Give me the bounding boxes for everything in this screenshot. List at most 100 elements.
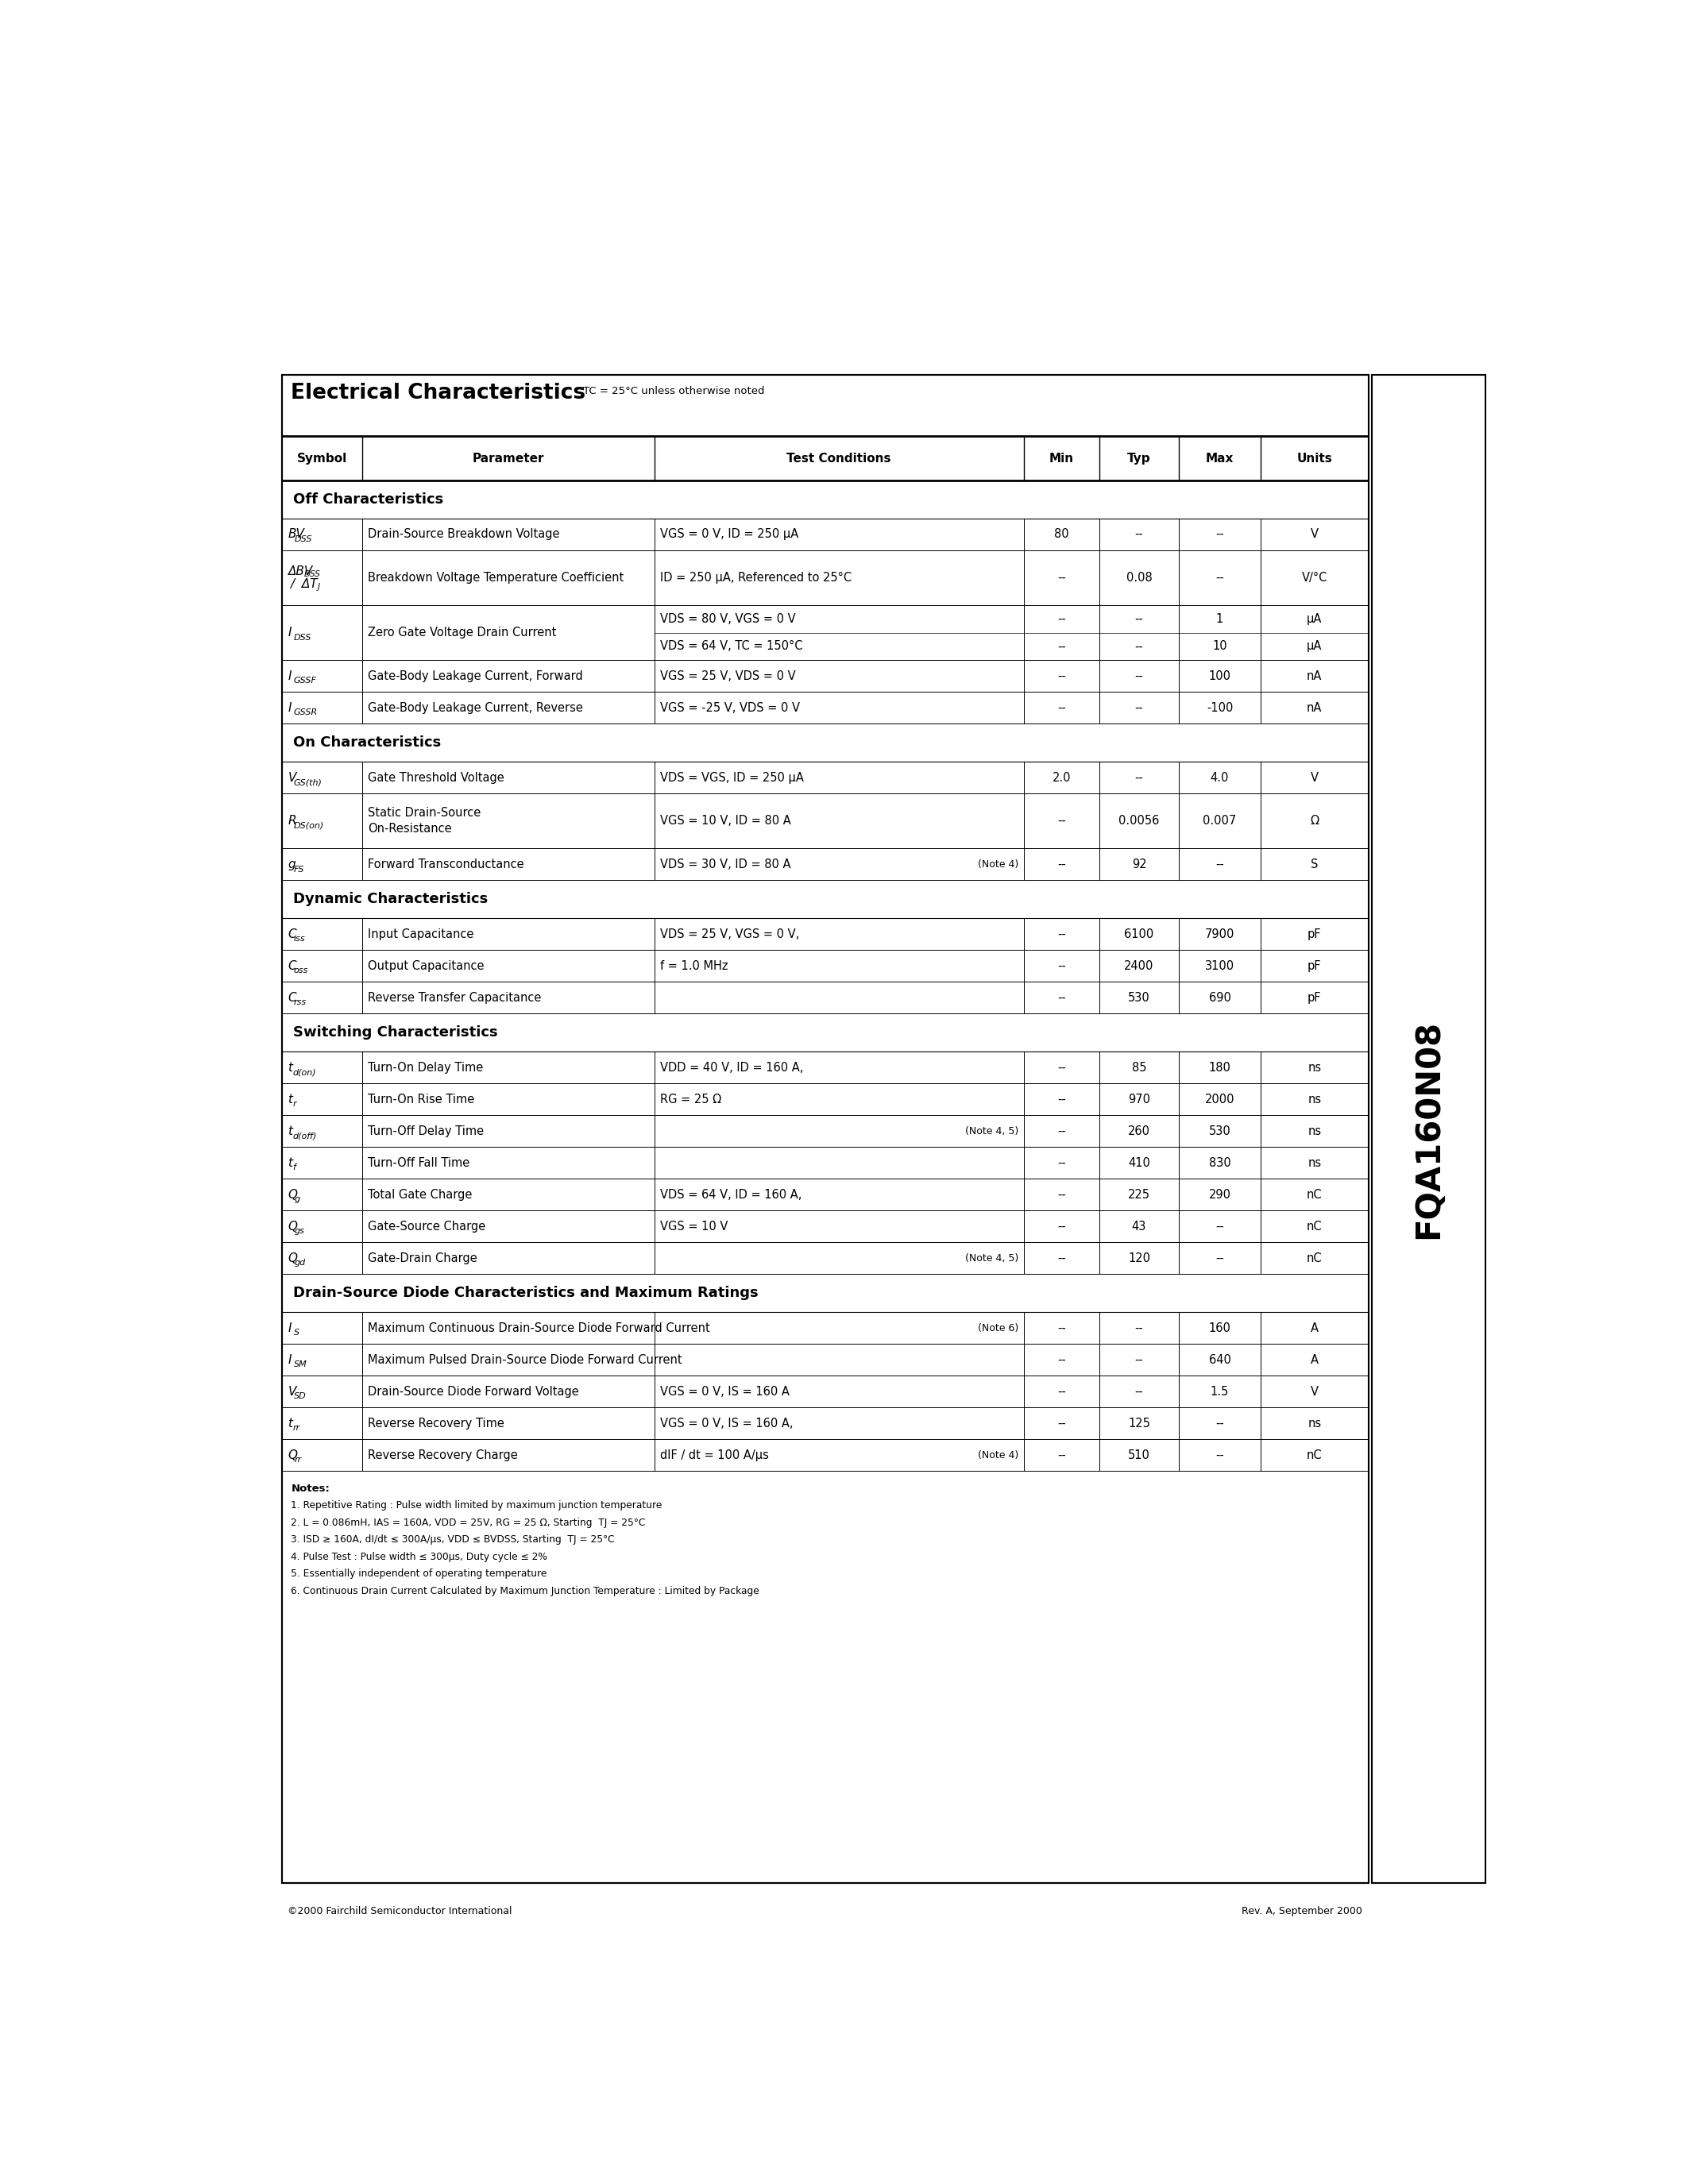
Text: I: I — [289, 670, 292, 681]
Text: TC = 25°C unless otherwise noted: TC = 25°C unless otherwise noted — [584, 387, 765, 397]
Text: nC: nC — [1307, 1450, 1322, 1461]
Text: Drain-Source Diode Characteristics and Maximum Ratings: Drain-Source Diode Characteristics and M… — [294, 1286, 758, 1299]
Text: RG = 25 Ω: RG = 25 Ω — [660, 1094, 722, 1105]
Text: Output Capacitance: Output Capacitance — [368, 961, 484, 972]
Text: --: -- — [1057, 1385, 1065, 1398]
Text: Breakdown Voltage Temperature Coefficient: Breakdown Voltage Temperature Coefficien… — [368, 572, 625, 583]
Text: f = 1.0 MHz: f = 1.0 MHz — [660, 961, 728, 972]
Text: μA: μA — [1307, 640, 1322, 653]
Text: pF: pF — [1308, 961, 1322, 972]
Text: 3. ISD ≥ 160A, dI/dt ≤ 300A/μs, VDD ≤ BVDSS, Starting  TJ = 25°C: 3. ISD ≥ 160A, dI/dt ≤ 300A/μs, VDD ≤ BV… — [290, 1535, 614, 1544]
Text: Turn-Off Delay Time: Turn-Off Delay Time — [368, 1125, 484, 1138]
Text: GSSF: GSSF — [294, 677, 316, 686]
Text: 530: 530 — [1128, 992, 1150, 1005]
Text: 2000: 2000 — [1205, 1094, 1234, 1105]
Text: 970: 970 — [1128, 1094, 1150, 1105]
Text: DSS: DSS — [294, 633, 311, 642]
Text: Rev. A, September 2000: Rev. A, September 2000 — [1242, 1907, 1362, 1915]
Text: GS(th): GS(th) — [294, 778, 322, 786]
Text: μA: μA — [1307, 614, 1322, 625]
Text: GSSR: GSSR — [294, 710, 317, 716]
Text: --: -- — [1057, 1417, 1065, 1428]
Text: /  ΔT: / ΔT — [290, 579, 317, 590]
Text: 0.0056: 0.0056 — [1119, 815, 1160, 828]
Text: Gate-Source Charge: Gate-Source Charge — [368, 1221, 486, 1232]
Text: --: -- — [1057, 1354, 1065, 1365]
Text: t: t — [289, 1417, 292, 1428]
Text: --: -- — [1057, 1321, 1065, 1334]
Text: gs: gs — [295, 1227, 306, 1236]
Text: iss: iss — [294, 935, 306, 943]
Text: Typ: Typ — [1128, 452, 1151, 465]
Text: 2. L = 0.086mH, IAS = 160A, VDD = 25V, RG = 25 Ω, Starting  TJ = 25°C: 2. L = 0.086mH, IAS = 160A, VDD = 25V, R… — [290, 1518, 645, 1529]
Text: 640: 640 — [1209, 1354, 1231, 1365]
Text: 85: 85 — [1131, 1061, 1146, 1072]
Text: Electrical Characteristics: Electrical Characteristics — [290, 382, 586, 404]
Text: I: I — [289, 1321, 292, 1334]
Text: ID = 250 μA, Referenced to 25°C: ID = 250 μA, Referenced to 25°C — [660, 572, 852, 583]
Text: --: -- — [1057, 1251, 1065, 1265]
Text: 0.007: 0.007 — [1204, 815, 1237, 828]
Text: --: -- — [1215, 1450, 1224, 1461]
Text: Turn-On Rise Time: Turn-On Rise Time — [368, 1094, 474, 1105]
Text: Forward Transconductance: Forward Transconductance — [368, 858, 525, 871]
Text: --: -- — [1134, 701, 1143, 714]
Text: A: A — [1310, 1321, 1318, 1334]
Text: VGS = 0 V, ID = 250 μA: VGS = 0 V, ID = 250 μA — [660, 529, 798, 539]
Text: VDD = 40 V, ID = 160 A,: VDD = 40 V, ID = 160 A, — [660, 1061, 803, 1072]
Text: Symbol: Symbol — [297, 452, 348, 465]
Text: --: -- — [1134, 529, 1143, 539]
Text: --: -- — [1057, 928, 1065, 939]
Text: pF: pF — [1308, 928, 1322, 939]
Text: 4. Pulse Test : Pulse width ≤ 300μs, Duty cycle ≤ 2%: 4. Pulse Test : Pulse width ≤ 300μs, Dut… — [290, 1553, 547, 1562]
Text: --: -- — [1057, 1125, 1065, 1138]
Text: VGS = 0 V, IS = 160 A,: VGS = 0 V, IS = 160 A, — [660, 1417, 793, 1428]
Text: Min: Min — [1050, 452, 1074, 465]
Text: oss: oss — [294, 968, 307, 974]
Text: V: V — [289, 1385, 295, 1398]
Text: --: -- — [1057, 992, 1065, 1005]
Text: On-Resistance: On-Resistance — [368, 823, 452, 834]
Text: On Characteristics: On Characteristics — [294, 736, 441, 749]
Text: r: r — [294, 1101, 297, 1107]
Text: Notes:: Notes: — [290, 1483, 329, 1494]
Text: --: -- — [1057, 1221, 1065, 1232]
Text: 410: 410 — [1128, 1158, 1150, 1168]
Text: VGS = 25 V, VDS = 0 V: VGS = 25 V, VDS = 0 V — [660, 670, 797, 681]
Text: 290: 290 — [1209, 1188, 1231, 1201]
Text: --: -- — [1215, 1417, 1224, 1428]
Text: nA: nA — [1307, 701, 1322, 714]
Text: 2.0: 2.0 — [1052, 771, 1070, 784]
Text: V: V — [289, 771, 295, 784]
Text: A: A — [1310, 1354, 1318, 1365]
Text: --: -- — [1134, 1385, 1143, 1398]
Text: --: -- — [1057, 572, 1065, 583]
Text: FQA160N08: FQA160N08 — [1411, 1020, 1445, 1238]
Text: 6. Continuous Drain Current Calculated by Maximum Junction Temperature : Limited: 6. Continuous Drain Current Calculated b… — [290, 1586, 760, 1597]
Text: C: C — [289, 961, 297, 972]
Text: V: V — [1310, 771, 1318, 784]
Bar — [282, 376, 1369, 1883]
Text: --: -- — [1057, 1094, 1065, 1105]
Text: (Note 4, 5): (Note 4, 5) — [966, 1127, 1018, 1136]
Text: Turn-Off Fall Time: Turn-Off Fall Time — [368, 1158, 469, 1168]
Text: 7900: 7900 — [1205, 928, 1234, 939]
Text: --: -- — [1057, 858, 1065, 871]
Text: rr: rr — [294, 1424, 300, 1433]
Text: --: -- — [1215, 1221, 1224, 1232]
Text: 510: 510 — [1128, 1450, 1150, 1461]
Text: Zero Gate Voltage Drain Current: Zero Gate Voltage Drain Current — [368, 627, 557, 638]
Text: dIF / dt = 100 A/μs: dIF / dt = 100 A/μs — [660, 1450, 770, 1461]
Text: 125: 125 — [1128, 1417, 1150, 1428]
Text: Turn-On Delay Time: Turn-On Delay Time — [368, 1061, 483, 1072]
Text: Ω: Ω — [1310, 815, 1318, 828]
Text: g: g — [289, 858, 295, 871]
Text: 530: 530 — [1209, 1125, 1231, 1138]
Text: Q: Q — [289, 1450, 297, 1461]
Text: ©2000 Fairchild Semiconductor International: ©2000 Fairchild Semiconductor Internatio… — [289, 1907, 513, 1915]
Text: V: V — [1310, 1385, 1318, 1398]
Text: 690: 690 — [1209, 992, 1231, 1005]
Text: --: -- — [1134, 771, 1143, 784]
Text: t: t — [289, 1125, 292, 1138]
Text: --: -- — [1215, 858, 1224, 871]
